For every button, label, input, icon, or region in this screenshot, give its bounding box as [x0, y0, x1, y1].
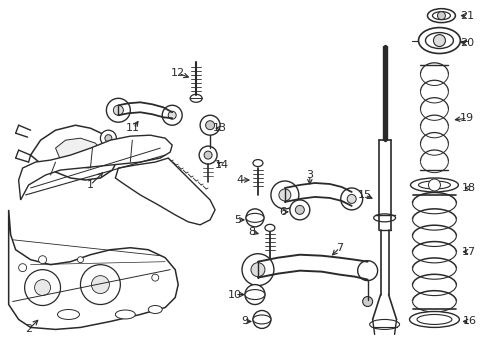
Ellipse shape	[373, 214, 395, 222]
Circle shape	[357, 261, 377, 280]
Ellipse shape	[115, 310, 135, 319]
Circle shape	[252, 310, 270, 328]
Ellipse shape	[244, 289, 264, 300]
Circle shape	[437, 12, 445, 20]
Circle shape	[278, 189, 290, 201]
Circle shape	[258, 315, 265, 323]
Ellipse shape	[427, 9, 454, 23]
Text: 5: 5	[234, 215, 241, 225]
Text: 7: 7	[335, 243, 343, 253]
Text: 20: 20	[459, 37, 473, 48]
Circle shape	[200, 115, 220, 135]
Ellipse shape	[431, 12, 449, 20]
Text: 19: 19	[459, 113, 473, 123]
Circle shape	[432, 35, 445, 46]
Polygon shape	[115, 158, 215, 225]
Circle shape	[362, 297, 372, 306]
Text: 4: 4	[236, 175, 243, 185]
Circle shape	[19, 264, 26, 272]
Circle shape	[91, 276, 109, 293]
Circle shape	[250, 263, 264, 276]
Ellipse shape	[252, 159, 263, 167]
Text: 11: 11	[126, 123, 140, 133]
Ellipse shape	[245, 213, 264, 222]
Circle shape	[77, 257, 83, 263]
Ellipse shape	[425, 32, 452, 49]
Circle shape	[340, 188, 362, 210]
Circle shape	[427, 179, 440, 191]
Circle shape	[106, 98, 130, 122]
Circle shape	[81, 265, 120, 305]
Polygon shape	[9, 210, 178, 329]
Circle shape	[250, 290, 259, 299]
Polygon shape	[56, 138, 103, 168]
Circle shape	[346, 194, 355, 203]
Circle shape	[39, 256, 46, 264]
Text: 14: 14	[215, 160, 229, 170]
Polygon shape	[31, 125, 118, 180]
Polygon shape	[19, 135, 172, 200]
Circle shape	[105, 135, 112, 141]
Circle shape	[168, 111, 176, 119]
Circle shape	[199, 146, 217, 164]
Ellipse shape	[148, 306, 162, 314]
Ellipse shape	[418, 28, 459, 54]
Circle shape	[244, 285, 264, 305]
Text: 10: 10	[227, 289, 242, 300]
Circle shape	[100, 130, 116, 146]
Text: 8: 8	[248, 227, 255, 237]
Circle shape	[113, 105, 123, 115]
Circle shape	[270, 181, 298, 209]
Text: 1: 1	[87, 180, 94, 190]
Ellipse shape	[369, 319, 399, 329]
Circle shape	[250, 214, 259, 222]
Ellipse shape	[418, 181, 449, 189]
Text: 21: 21	[459, 11, 473, 21]
Text: 13: 13	[213, 123, 226, 133]
Circle shape	[151, 274, 159, 281]
Text: 17: 17	[461, 247, 475, 257]
Circle shape	[205, 121, 214, 130]
Text: 12: 12	[171, 68, 185, 78]
Circle shape	[242, 254, 273, 285]
Text: 6: 6	[279, 207, 286, 217]
Text: 18: 18	[461, 183, 475, 193]
Circle shape	[295, 206, 304, 214]
Circle shape	[24, 270, 61, 306]
Circle shape	[203, 151, 212, 159]
Circle shape	[162, 105, 182, 125]
Text: 15: 15	[357, 190, 371, 200]
Ellipse shape	[416, 315, 451, 324]
Ellipse shape	[190, 94, 202, 102]
Ellipse shape	[252, 315, 270, 324]
Text: 3: 3	[305, 170, 313, 180]
Circle shape	[35, 280, 50, 296]
Circle shape	[289, 200, 309, 220]
Circle shape	[245, 209, 264, 227]
Ellipse shape	[264, 224, 274, 231]
Ellipse shape	[410, 178, 457, 192]
Ellipse shape	[408, 311, 458, 328]
Text: 16: 16	[462, 316, 475, 327]
Text: 2: 2	[25, 324, 32, 334]
Ellipse shape	[58, 310, 80, 319]
Text: 9: 9	[241, 316, 248, 327]
